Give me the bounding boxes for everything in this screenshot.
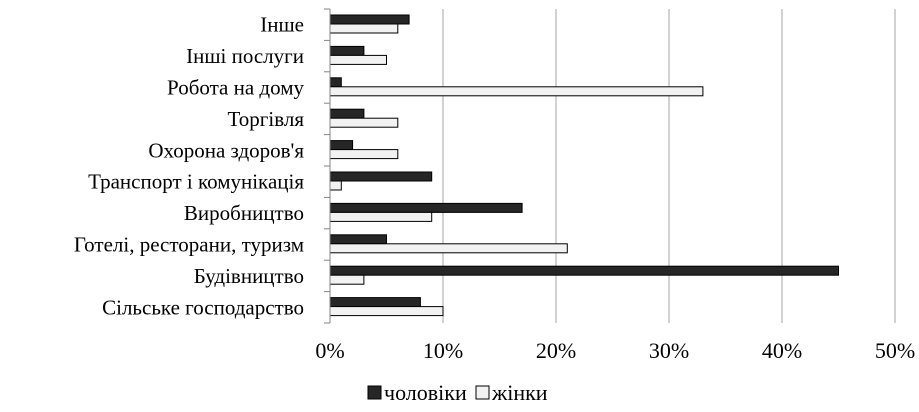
axes: [324, 9, 330, 323]
bar-men: [330, 78, 341, 87]
category-label: Готелі, ресторани, туризм: [74, 233, 304, 257]
x-tick-label: 20%: [536, 338, 576, 363]
bar-women: [330, 244, 567, 253]
gridlines: [443, 9, 895, 323]
bar-women: [330, 55, 387, 64]
category-label: Інше: [260, 13, 304, 37]
legend-label-men: чоловіки: [384, 380, 467, 405]
tick-labels: 0% 10% 20% 30% 40% 50%: [315, 338, 915, 363]
legend-swatch-women: [476, 386, 489, 399]
bar-women: [330, 212, 432, 221]
bar-men: [330, 203, 522, 212]
bar-women: [330, 307, 443, 316]
category-label: Охорона здоров'я: [148, 138, 304, 162]
x-tick-label: 40%: [762, 338, 802, 363]
x-tick-label: 30%: [649, 338, 689, 363]
bar-women: [330, 275, 364, 284]
category-label: Транспорт і комунікація: [88, 170, 304, 194]
bar-men: [330, 298, 420, 307]
category-label: Інші послуги: [186, 44, 304, 68]
category-label: Будівництво: [194, 264, 304, 288]
bar-women: [330, 150, 398, 159]
x-tick-label: 10%: [423, 338, 463, 363]
bar-men: [330, 109, 364, 118]
category-label: Виробництво: [184, 201, 304, 225]
bar-men: [330, 15, 409, 24]
bar-men: [330, 46, 364, 55]
legend-swatch-men: [368, 386, 381, 399]
legend: чоловіки жінки: [368, 380, 548, 405]
x-tick-label: 0%: [315, 338, 344, 363]
category-label: Сільське господарство: [102, 295, 304, 319]
bar-men: [330, 235, 387, 244]
x-tick-label: 50%: [875, 338, 915, 363]
bar-men: [330, 141, 353, 150]
category-labels: Інше Інші послуги Робота на дому Торгівля Ох…: [74, 13, 305, 320]
bars: [330, 15, 839, 316]
bar-women: [330, 87, 703, 96]
category-label: Торгівля: [228, 107, 305, 131]
bar-men: [330, 172, 432, 181]
bar-women: [330, 118, 398, 127]
category-label: Робота на дому: [167, 76, 304, 100]
bar-men: [330, 266, 839, 275]
bar-women: [330, 24, 398, 33]
legend-label-women: жінки: [491, 380, 548, 405]
bar-women: [330, 181, 341, 190]
